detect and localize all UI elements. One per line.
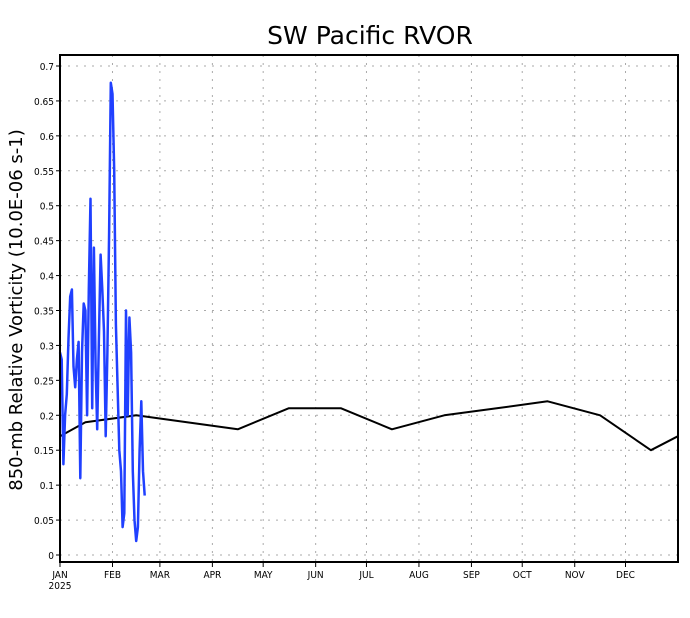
x-tick-label: MAY (254, 570, 273, 581)
plot-frame (59, 54, 679, 563)
y-tick-label: 0.3 (40, 341, 54, 352)
y-tick-label: 0.65 (34, 97, 54, 108)
y-tick-label: 0.6 (40, 132, 55, 143)
x-tick-label: NOV (565, 570, 586, 581)
chart-title: SW Pacific RVOR (267, 21, 473, 50)
grid (60, 55, 678, 562)
y-tick-label: 0.1 (40, 481, 54, 492)
y-tick-label: 0.4 (40, 272, 55, 283)
x-tick-label: APR (203, 570, 221, 581)
x-tick-label: JUN (307, 570, 324, 581)
x-tick-label: AUG (409, 570, 429, 581)
y-tick-label: 0.7 (40, 62, 54, 73)
x-tick-label: MAR (150, 570, 170, 581)
y-axis-label: 850-mb Relative Vorticity (10.0E-06 s-1) (6, 129, 27, 491)
y-tick-label: 0 (48, 551, 54, 562)
y-tick-label: 0.15 (34, 446, 54, 457)
x-tick-label: OCT (513, 570, 532, 581)
x-tick-label: JUL (358, 570, 373, 581)
series-line-2025-daily (58, 81, 146, 543)
y-tick-label: 0.5 (40, 202, 54, 213)
year-label: 2025 (49, 581, 72, 592)
y-tick-label: 0.55 (34, 167, 54, 178)
series-line-climatology (59, 400, 679, 452)
x-tick-label: SEP (463, 570, 480, 581)
y-tick-label: 0.05 (34, 516, 54, 527)
y-tick-label: 0.45 (34, 237, 54, 248)
y-tick-label: 0.2 (40, 411, 54, 422)
x-tick-label: FEB (104, 570, 121, 581)
x-tick-label: DEC (616, 570, 635, 581)
x-tick-label: JAN (51, 570, 67, 581)
series-lines (58, 81, 679, 543)
y-tick-label: 0.35 (34, 307, 54, 318)
y-tick-label: 0.25 (34, 376, 54, 387)
